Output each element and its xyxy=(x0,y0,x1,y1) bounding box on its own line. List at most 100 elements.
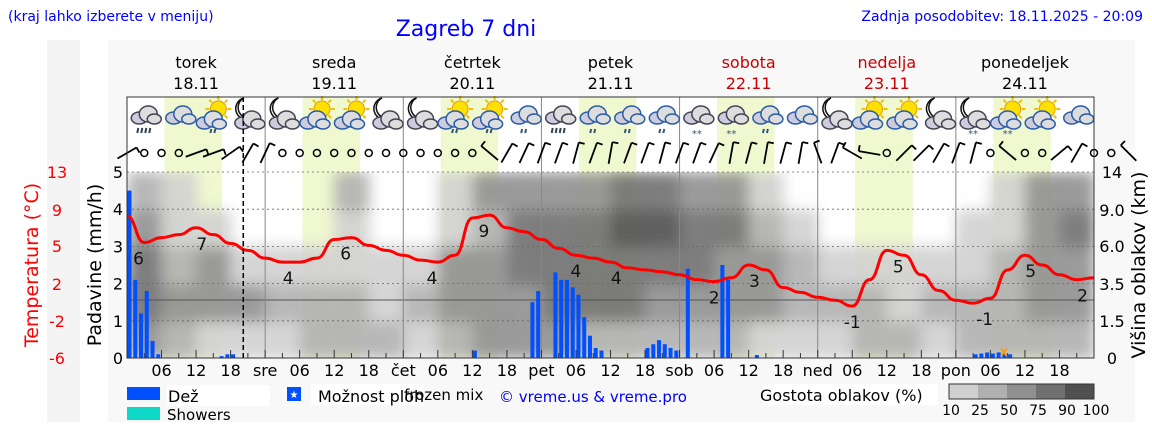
temperature-label: 6 xyxy=(340,245,351,265)
moon-cloud-icon xyxy=(268,97,301,130)
cloud-cell xyxy=(783,284,819,322)
day-date: 19.11 xyxy=(311,74,357,93)
cloud-cell xyxy=(1024,210,1061,247)
cloud-shape xyxy=(422,118,439,130)
wind-barb xyxy=(857,145,861,152)
cloud-cell xyxy=(334,321,370,358)
cloud-cell xyxy=(1059,172,1094,211)
precipitation-bar xyxy=(553,272,558,358)
wind-shaft xyxy=(813,142,823,164)
wind-shaft xyxy=(932,143,945,163)
wind-barb xyxy=(612,141,619,145)
cloud-cell xyxy=(299,246,336,285)
sun-ray xyxy=(327,114,332,119)
x-tick: 18 xyxy=(635,361,655,380)
wind-shaft xyxy=(1070,143,1084,163)
sun-ray xyxy=(327,99,332,104)
calm-wind-icon xyxy=(1020,148,1030,158)
cloud-cell xyxy=(161,172,198,211)
wind-shaft xyxy=(588,142,598,164)
calm-wind-icon xyxy=(1037,148,1047,158)
cloud-cell xyxy=(196,246,232,285)
precipitation-bar xyxy=(651,344,656,358)
drizzle-drop xyxy=(761,128,765,134)
cloud-density xyxy=(127,172,1094,358)
day-date: 24.11 xyxy=(1002,74,1048,93)
wind-symbols xyxy=(117,139,1137,164)
temperature-tick: -6 xyxy=(49,349,65,368)
precipitation-bar xyxy=(587,335,592,358)
cloud-shape xyxy=(802,113,819,125)
frozen-mix-marker: x xyxy=(1000,345,1009,360)
cloud-shape xyxy=(1005,118,1022,130)
wind-barb-icon xyxy=(728,141,740,164)
wind-shaft xyxy=(221,145,241,161)
sun-ray xyxy=(880,99,885,104)
sun-ray xyxy=(465,114,470,119)
cloud-cell xyxy=(368,246,405,285)
cloud-cell xyxy=(161,284,198,322)
snowflakes: ** xyxy=(726,129,736,140)
wind-shaft xyxy=(763,142,769,164)
rain-drop xyxy=(562,127,566,134)
calm-wind-icon xyxy=(882,148,892,158)
density-swatch xyxy=(949,384,978,399)
x-tick: 12 xyxy=(462,361,482,380)
wind-barb-icon xyxy=(480,140,499,161)
precipitation-bar xyxy=(133,279,138,358)
sun-ray xyxy=(484,99,489,104)
cloud-cell xyxy=(679,284,716,322)
snowflakes: ** xyxy=(1003,129,1013,140)
cloud-heavy-rain-icon xyxy=(544,105,577,134)
cloud-cell xyxy=(990,210,1026,247)
wind-barb-icon xyxy=(779,141,793,164)
cloud-cell xyxy=(334,172,370,211)
temperature-labels: 6 7 4 6 4 9 4 4 2 3 -1 5 -1 5 2 xyxy=(133,222,1088,333)
sun-cloud-snow-icon: ** xyxy=(989,96,1026,140)
wind-barb xyxy=(751,141,758,145)
x-tick: sre xyxy=(253,361,277,380)
calm-wind-icon xyxy=(450,148,460,158)
density-level: 50 xyxy=(1000,403,1018,419)
cloud-cell xyxy=(368,321,405,358)
calm-wind-icon xyxy=(329,148,339,158)
wind-shaft xyxy=(951,142,961,164)
cloud-cell xyxy=(575,284,612,322)
wind-barb xyxy=(700,141,707,146)
page-title: Zagreb 7 dni xyxy=(396,17,537,42)
copyright-link[interactable]: © vreme.us & vreme.pro xyxy=(499,388,687,406)
wind-shaft xyxy=(202,148,224,158)
temperature-tick: 13 xyxy=(47,163,67,182)
rain-drop xyxy=(144,127,148,134)
cloud-cell xyxy=(610,284,647,322)
legend: Dež Showers ★ Možnost ploh frozen mix © … xyxy=(127,383,1109,424)
wind-barb xyxy=(648,141,655,146)
wind-shaft xyxy=(607,142,614,164)
wind-barb xyxy=(928,144,934,151)
sun-ray xyxy=(312,99,317,104)
cloud-cell xyxy=(748,321,785,358)
cloud-cell xyxy=(1024,172,1061,211)
cloud-drizzle-icon xyxy=(648,105,681,134)
cloud-shape xyxy=(211,118,228,130)
wind-barb-icon xyxy=(185,148,210,158)
x-tick: 18 xyxy=(911,361,931,380)
calm-wind-icon xyxy=(416,148,425,158)
cloud-cell xyxy=(541,172,577,211)
wind-shaft xyxy=(554,142,564,164)
temperature-label: 2 xyxy=(709,289,720,309)
wind-barb xyxy=(205,148,210,156)
cloud-shape xyxy=(768,113,784,125)
cloud-cell xyxy=(575,210,612,247)
temperature-label: 4 xyxy=(571,262,582,282)
snowflakes: ** xyxy=(968,129,978,140)
wind-shaft xyxy=(185,148,207,158)
precipitation-bar xyxy=(564,279,569,358)
wind-barb-icon xyxy=(692,141,707,164)
wind-shaft xyxy=(259,142,271,164)
density-level: 25 xyxy=(971,403,989,419)
cloud-cell xyxy=(368,284,405,322)
precipitation-bar xyxy=(726,279,731,358)
